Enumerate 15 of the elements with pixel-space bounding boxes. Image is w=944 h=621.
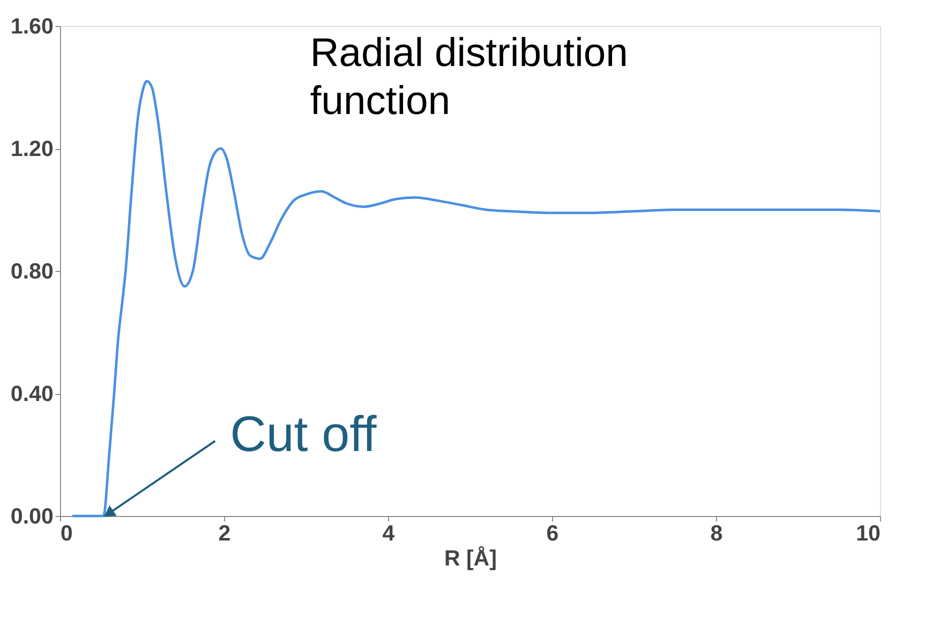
y-tick-label: 0.80 bbox=[10, 258, 54, 284]
x-tick-label: 6 bbox=[546, 520, 559, 546]
x-tick-label: 4 bbox=[382, 520, 396, 546]
x-axis-title: R [Å] bbox=[444, 546, 497, 570]
y-tick-label: 1.60 bbox=[10, 14, 54, 38]
annotation: Cut off bbox=[230, 406, 377, 462]
x-tick-label: 10 bbox=[856, 520, 880, 546]
y-tick-label: 1.20 bbox=[10, 136, 54, 161]
y-tick-label: 0.00 bbox=[10, 504, 54, 528]
line-series bbox=[71, 80, 882, 518]
text: Radial distribution function bbox=[310, 31, 628, 123]
x-tick-label: 2 bbox=[218, 520, 231, 546]
y-tick-label: 0.40 bbox=[10, 381, 54, 406]
x-tick-label: 0 bbox=[60, 520, 73, 546]
x-tick-label: 8 bbox=[710, 520, 723, 546]
